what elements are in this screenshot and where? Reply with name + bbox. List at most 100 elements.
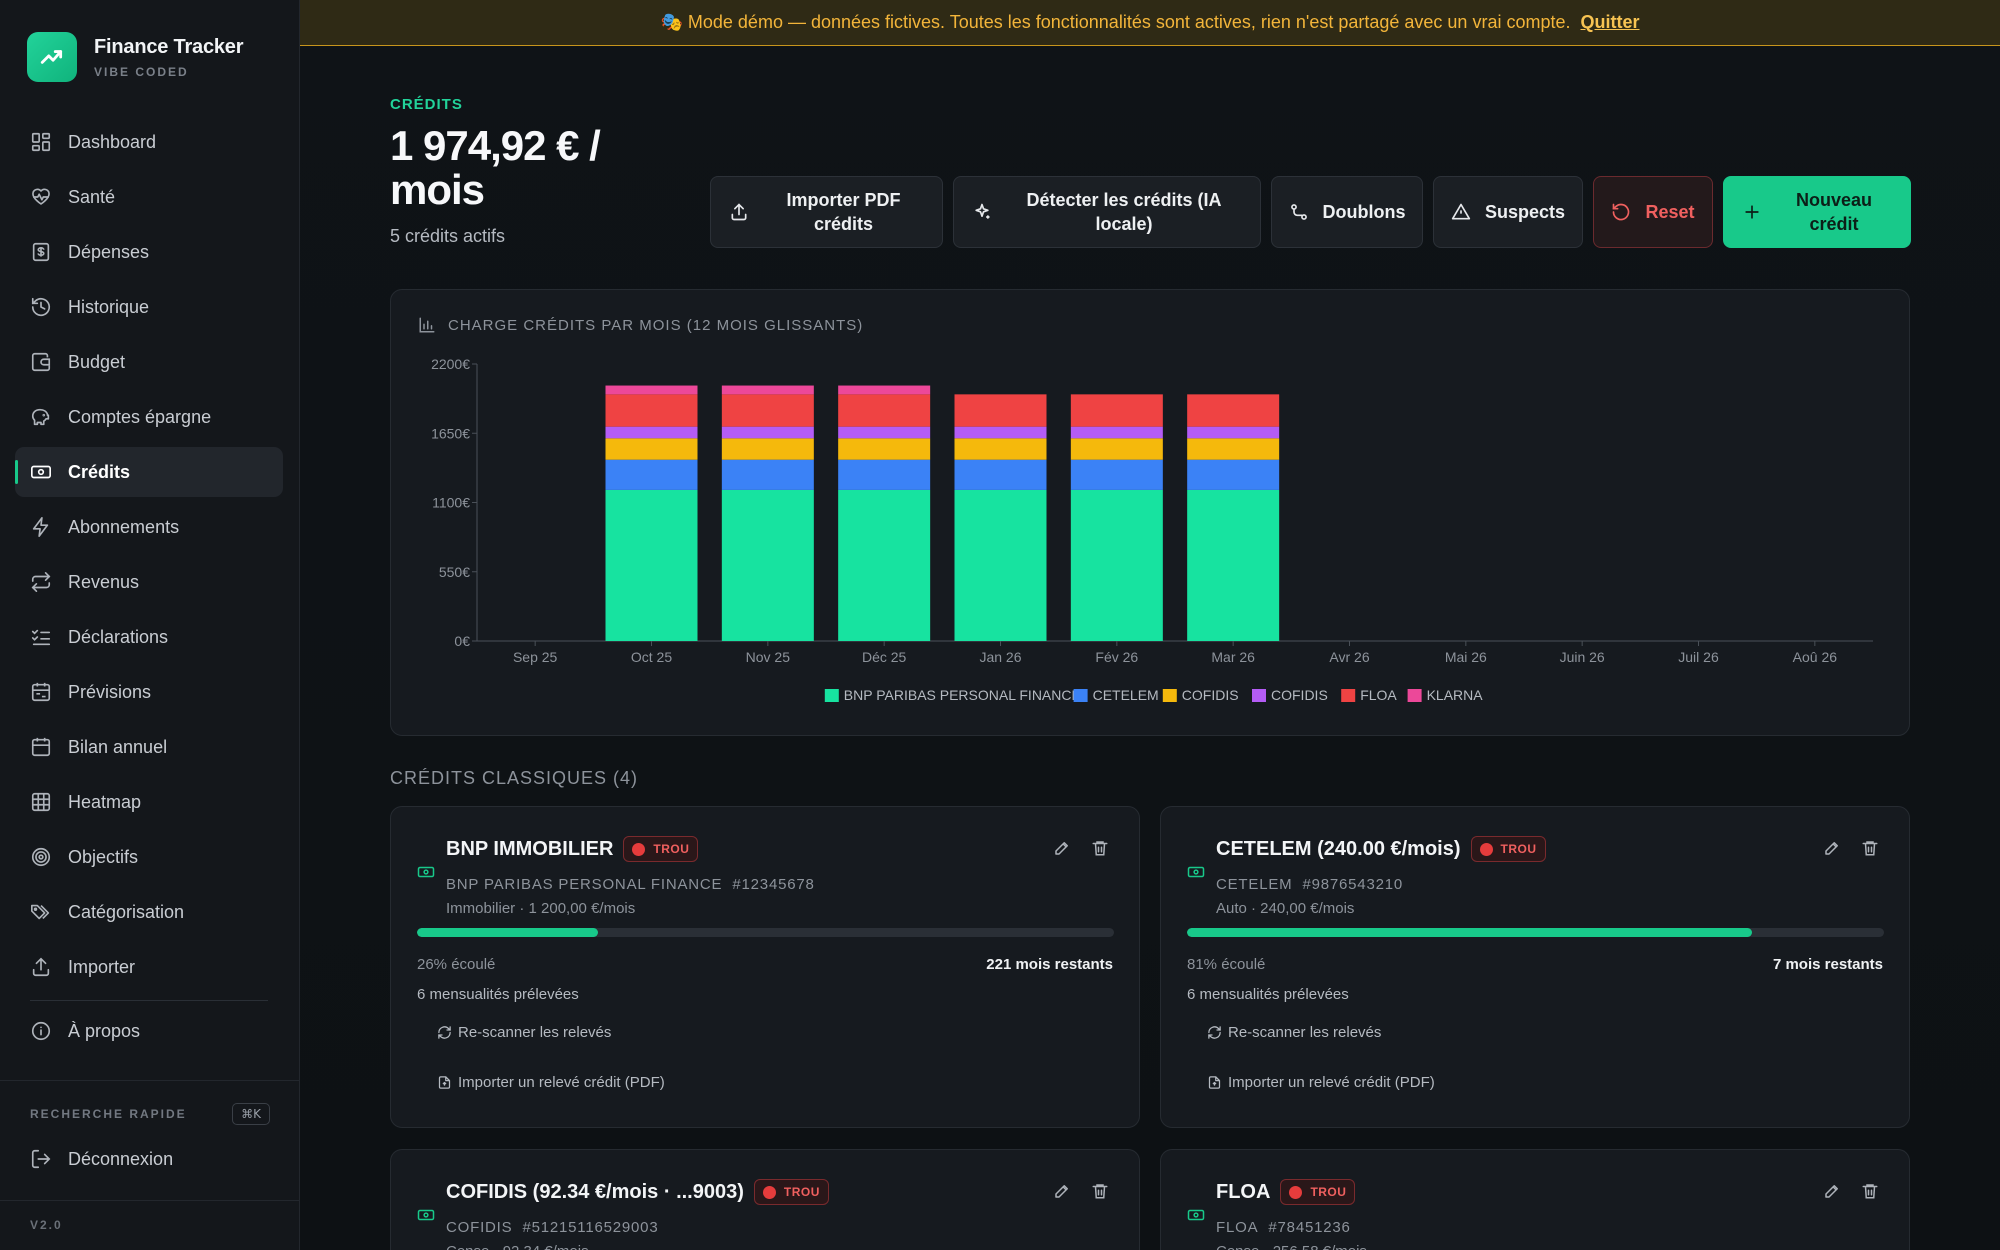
target-icon [31,847,51,867]
quick-search[interactable]: RECHERCHE RAPIDE ⌘K [30,1103,270,1125]
edit-icon[interactable] [1053,1182,1071,1200]
sidebar-item-label: Catégorisation [68,901,185,922]
rescan-statements-button[interactable]: Re-scanner les relevés [1207,1024,1381,1041]
new-credit-button[interactable]: Nouveau crédit [1723,176,1911,248]
sidebar-item-bilan-annuel[interactable]: Bilan annuel [15,722,283,772]
sidebar-item-abonnements[interactable]: Abonnements [15,502,283,552]
trash-icon[interactable] [1091,839,1109,857]
credit-type: Conso · 92,34 €/mois [446,1243,589,1250]
piggy-bank-icon [31,408,50,426]
edit-icon[interactable] [1823,1182,1841,1200]
trash-icon[interactable] [1861,839,1879,857]
bar-segment [838,426,931,439]
list-checks-icon [31,629,51,646]
chart-title-text: CHARGE CRÉDITS PAR MOIS (12 MOIS GLISSAN… [448,316,864,334]
sidebar-item-importer[interactable]: Importer [15,942,283,992]
sidebar-item-sante[interactable]: Santé [15,172,283,222]
rescan-statements-button[interactable]: Re-scanner les relevés [437,1024,611,1041]
bar-segment [1187,438,1280,460]
legend-label: COFIDIS [1271,687,1328,703]
bar-segment [1187,459,1280,490]
sidebar-item-label: Budget [68,351,126,372]
brand[interactable]: Finance Tracker VIBE CODED [27,32,244,82]
credit-card: CETELEM (240.00 €/mois) TROU CETELEM #987… [1160,806,1910,1128]
sidebar-item-a-propos[interactable]: À propos [15,1006,283,1056]
x-tick-label: Avr 26 [1329,649,1369,665]
import-statement-button[interactable]: Importer un relevé crédit (PDF) [1207,1074,1435,1091]
sidebar-item-label: Santé [68,186,116,207]
bar-segment [605,385,698,395]
credit-name-row: CETELEM (240.00 €/mois) TROU [1216,836,1546,862]
bar-segment [605,394,698,427]
bar-segment [954,438,1047,460]
x-tick-label: Déc 25 [862,649,907,665]
rotate-ccw-icon [1613,203,1630,221]
sidebar-item-budget[interactable]: Budget [15,337,283,387]
banknote-icon [1187,866,1205,878]
sidebar-item-comptes-epargne[interactable]: Comptes épargne [15,392,283,442]
edit-icon[interactable] [1053,839,1071,857]
sidebar-item-label: Dashboard [68,131,157,152]
bar-segment [954,459,1047,490]
lender-ref: #78451236 [1268,1219,1351,1236]
sidebar-item-objectifs[interactable]: Objectifs [15,832,283,882]
credit-debits: 6 mensualités prélevées [417,986,579,1003]
status-dot-icon [762,1185,776,1199]
x-tick-label: Oct 25 [631,649,672,665]
sidebar-item-credits[interactable]: Crédits [15,447,283,497]
bar-segment [1187,394,1280,427]
bar-segment [1070,438,1163,460]
git-compare-icon [1290,204,1307,220]
quit-demo-link[interactable]: Quitter [1580,12,1640,32]
sidebar-item-revenus[interactable]: Revenus [15,557,283,607]
sidebar-item-previsions[interactable]: Prévisions [15,667,283,717]
banknote-icon [31,465,51,479]
heart-pulse-icon [32,188,50,205]
lender-name: COFIDIS [446,1219,513,1236]
refresh-icon [438,1026,451,1039]
status-badge-label: TROU [1500,842,1537,856]
status-dot-icon [1289,1185,1303,1199]
trash-icon[interactable] [1091,1182,1109,1200]
credit-progress-bar [1187,928,1884,937]
sidebar-item-heatmap[interactable]: Heatmap [15,777,283,827]
credit-elapsed: 26% écoulé [417,956,496,973]
legend-swatch [1341,689,1356,702]
trash-icon[interactable] [1861,1182,1879,1200]
x-tick-label: Juin 26 [1560,649,1605,665]
import-pdf-button[interactable]: Importer PDF crédits [710,176,943,248]
credit-tools [1033,1182,1109,1200]
suspects-button[interactable]: Suspects [1433,176,1583,248]
y-tick-label: 0€ [454,633,470,649]
reset-button[interactable]: Reset [1593,176,1713,248]
detect-credits-button[interactable]: Détecter les crédits (IA locale) [953,176,1261,248]
sidebar-item-historique[interactable]: Historique [15,282,283,332]
duplicates-button[interactable]: Doublons [1271,176,1423,248]
credit-type: Immobilier · 1 200,00 €/mois [446,900,636,917]
bar-segment [1070,426,1163,439]
calendar-range-icon [31,682,51,702]
dashboard-icon [31,132,51,152]
credit-remaining: 221 mois restants [986,956,1113,973]
upload-icon [32,957,50,977]
sidebar-item-depenses[interactable]: Dépenses [15,227,283,277]
sidebar-item-declarations[interactable]: Déclarations [15,612,283,662]
x-tick-label: Aoû 26 [1793,649,1838,665]
sidebar-item-dashboard[interactable]: Dashboard [15,117,283,167]
sidebar-item-categorisation[interactable]: Catégorisation [15,887,283,937]
lender-name: BNP PARIBAS PERSONAL FINANCE [446,876,723,893]
brand-title: Finance Tracker [94,35,244,58]
logout-button[interactable]: Déconnexion [15,1134,283,1184]
receipt-icon [32,242,50,262]
bar-segment [605,438,698,460]
credit-name: BNP IMMOBILIER [446,837,614,860]
stacked-bar-chart: 0€ 550€ 1100€ 1650€ 2200€ Sep 25 Oct 25 Nov 25 D… [431,356,1873,703]
credit-name: COFIDIS (92.34 €/mois · ...9003) [446,1180,744,1203]
legend-swatch [1407,689,1422,702]
edit-icon[interactable] [1823,839,1841,857]
bar-segment [838,385,931,395]
credit-debits: 6 mensualités prélevées [1187,986,1349,1003]
import-statement-button[interactable]: Importer un relevé crédit (PDF) [437,1074,665,1091]
status-dot-icon [632,842,646,856]
